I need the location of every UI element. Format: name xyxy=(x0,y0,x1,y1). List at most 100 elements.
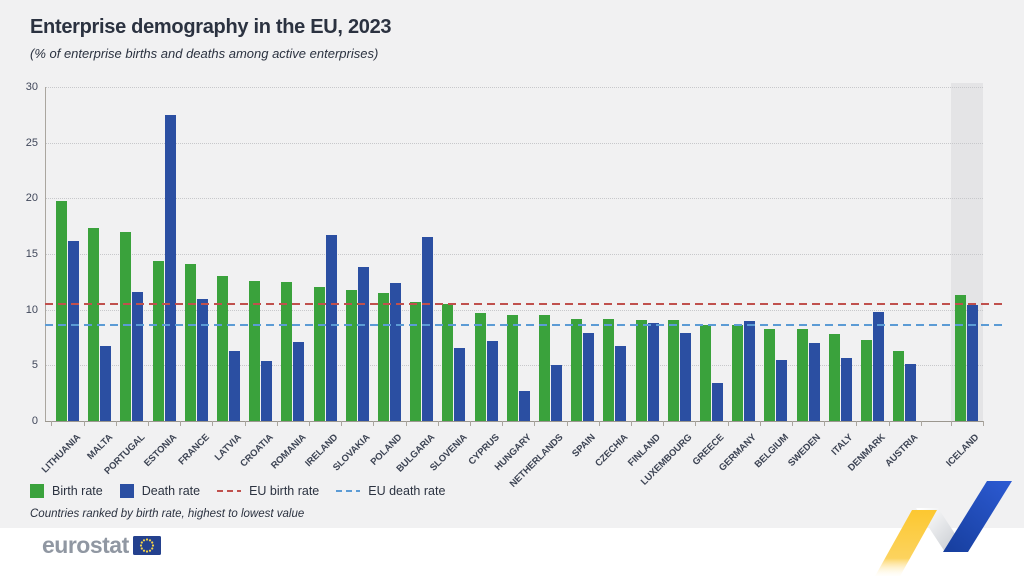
axis-tick xyxy=(212,421,214,426)
gridline xyxy=(45,309,983,311)
bar-death xyxy=(744,320,756,421)
axis-tick xyxy=(83,421,85,426)
bar-death xyxy=(905,364,917,421)
legend-swatch-dash xyxy=(217,490,242,492)
bar-birth xyxy=(893,350,905,421)
axis-tick xyxy=(856,421,858,426)
bar-birth xyxy=(506,315,518,421)
bar-death xyxy=(647,323,659,421)
axis-tick xyxy=(437,421,439,426)
country-label-text: FRANCE xyxy=(176,432,212,468)
axis-tick xyxy=(244,421,246,426)
axis-tick xyxy=(598,421,600,426)
bar-birth xyxy=(249,280,261,421)
bar-birth xyxy=(56,200,67,421)
bar-birth xyxy=(955,295,966,421)
page-subtitle: (% of enterprise births and deaths among… xyxy=(30,46,379,61)
axis-tick xyxy=(341,421,343,426)
eurostat-wordmark: eurostat xyxy=(42,532,129,558)
axis-tick xyxy=(180,421,182,426)
country-label-text: LITHUANIA xyxy=(39,432,83,476)
legend-swatch-square xyxy=(30,484,44,498)
legend-label: EU birth rate xyxy=(249,484,320,498)
axis-tick xyxy=(148,421,149,426)
bar-birth xyxy=(539,315,550,421)
bar-death xyxy=(583,333,595,421)
legend-label: Birth rate xyxy=(52,484,103,498)
country-label-text: BELGIUM xyxy=(752,432,792,471)
legend-item: Birth rate xyxy=(30,484,103,498)
y-tick-label: 15 xyxy=(25,248,38,260)
axis-tick xyxy=(951,421,952,426)
legend-swatch-dash xyxy=(336,490,361,492)
eurostat-logo: eurostat xyxy=(42,534,161,557)
bar-birth xyxy=(474,313,486,421)
bar-death xyxy=(196,298,208,421)
country-label-text: LATVIA xyxy=(212,432,244,464)
bar-death xyxy=(261,360,273,421)
bar-birth xyxy=(667,319,679,421)
gridline xyxy=(45,254,983,255)
chart-note: Countries ranked by birth rate, highest … xyxy=(30,508,305,520)
bar-birth xyxy=(603,318,615,421)
bar-birth xyxy=(796,328,808,421)
country-label-text: ESTONIA xyxy=(142,432,180,470)
bar-death xyxy=(518,390,530,421)
axis-tick xyxy=(983,421,984,426)
bar-birth xyxy=(571,318,583,421)
gridline xyxy=(45,142,983,144)
axis-tick xyxy=(792,421,793,426)
axis-tick xyxy=(51,421,53,426)
bar-birth xyxy=(410,301,422,421)
bar-death xyxy=(229,350,240,421)
y-tick-label: 10 xyxy=(25,303,38,316)
bar-death xyxy=(164,114,176,421)
bar-death xyxy=(551,365,562,421)
plot-area: LITHUANIA MALTA PORTUGAL ESTONIA FRANCE LATVI… xyxy=(39,83,1010,490)
gridline xyxy=(45,198,983,200)
axis-tick xyxy=(920,421,922,426)
eu-death-rate-line xyxy=(45,324,1005,327)
bar-birth xyxy=(828,334,840,421)
bar-death xyxy=(454,347,466,421)
bar-birth xyxy=(732,325,744,421)
legend-item: Death rate xyxy=(119,484,201,498)
gridline xyxy=(45,87,983,88)
bar-death xyxy=(840,357,852,421)
country-label-text: MALTA xyxy=(85,432,115,462)
bar-death xyxy=(325,235,337,421)
axis-tick xyxy=(663,421,665,426)
legend-label: Death rate xyxy=(141,484,201,498)
bar-death xyxy=(132,291,144,421)
bar-birth xyxy=(152,260,164,421)
legend: Birth rate Death rate EU birth rate EU deat… xyxy=(30,484,445,498)
bar-birth xyxy=(764,328,776,421)
bar-birth xyxy=(281,281,293,421)
bar-death xyxy=(967,305,978,421)
ribbon-blue-segment xyxy=(943,481,1012,552)
bar-birth xyxy=(700,325,711,421)
country-label-text: ICELAND xyxy=(944,432,982,470)
axis-tick xyxy=(115,421,117,426)
axis-tick xyxy=(727,421,729,426)
ribbon-yellow-segment xyxy=(875,510,937,576)
y-axis-labels: 0 5 10 15 20 25 30 xyxy=(0,81,40,427)
country-label-text: CZECHIA xyxy=(593,432,631,470)
bar-birth xyxy=(217,276,228,421)
page-title: Enterprise demography in the EU, 2023 xyxy=(30,16,392,38)
y-tick-label: 25 xyxy=(25,136,38,149)
axis-tick xyxy=(631,421,632,426)
bar-death xyxy=(390,282,401,421)
axis-tick xyxy=(309,421,310,426)
country-label-text: AUSTRIA xyxy=(882,432,920,470)
bar-birth xyxy=(120,231,132,421)
axis-tick xyxy=(695,421,697,426)
bar-death xyxy=(808,343,820,421)
bar-death xyxy=(873,311,884,421)
country-label-text: ITALY xyxy=(829,432,856,458)
footer-bar: eurostat xyxy=(0,528,1024,576)
bar-death xyxy=(293,341,305,421)
axis-tick xyxy=(373,421,375,426)
y-tick-label: 0 xyxy=(31,415,38,427)
